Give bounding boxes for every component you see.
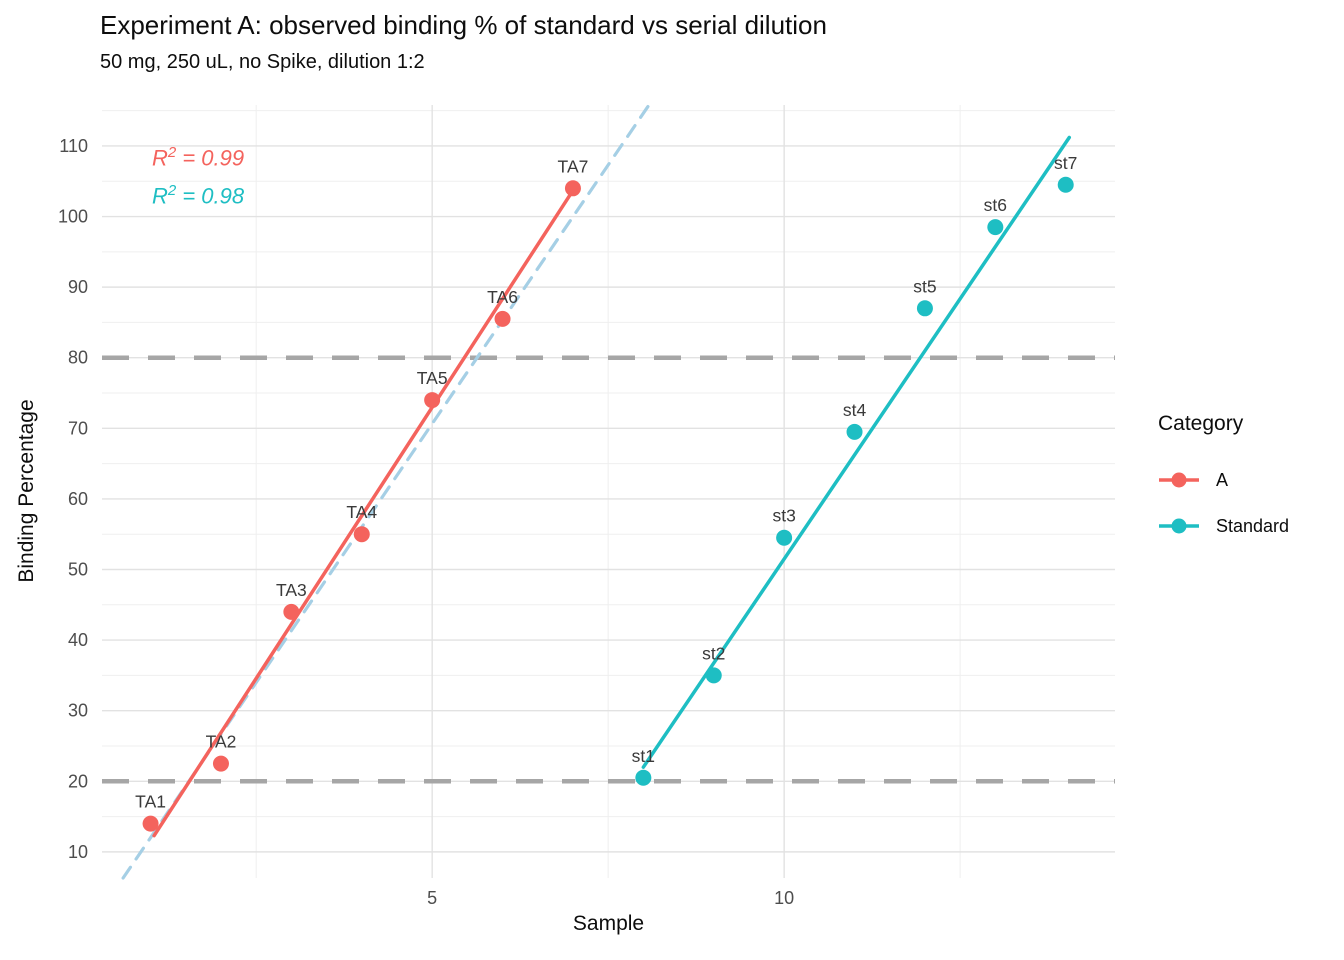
fit-line-a bbox=[152, 188, 575, 838]
point-label-st6: st6 bbox=[984, 195, 1007, 215]
point-label-TA6: TA6 bbox=[487, 287, 518, 307]
reference-dashed-line bbox=[121, 103, 651, 880]
y-tick-label: 40 bbox=[68, 630, 88, 650]
point-label-TA2: TA2 bbox=[206, 732, 237, 752]
point-label-TA1: TA1 bbox=[135, 792, 166, 812]
y-tick-label: 30 bbox=[68, 701, 88, 721]
x-axis-title: Sample bbox=[572, 912, 645, 935]
r2-annotation-standard: R2 = 0.98 bbox=[152, 182, 244, 209]
legend-label-standard: Standard bbox=[1216, 515, 1290, 536]
data-point-TA5 bbox=[424, 392, 441, 409]
point-label-st1: st1 bbox=[632, 746, 655, 766]
x-tick-label: 10 bbox=[774, 888, 794, 908]
data-point-TA6 bbox=[494, 310, 511, 327]
data-point-TA2 bbox=[212, 755, 229, 772]
data-point-st6 bbox=[987, 219, 1004, 236]
point-label-st4: st4 bbox=[843, 400, 867, 420]
legend-key-standard-icon bbox=[1159, 518, 1199, 534]
r2-value: = 0.98 bbox=[176, 183, 245, 209]
y-axis-title: Binding Percentage bbox=[15, 399, 38, 583]
r2-annotation-a: R2 = 0.99 bbox=[152, 144, 244, 171]
data-point-TA1 bbox=[142, 815, 159, 832]
r2-exponent: 2 bbox=[167, 182, 177, 199]
chart-title: Experiment A: observed binding % of stan… bbox=[100, 10, 827, 40]
point-label-st2: st2 bbox=[702, 643, 725, 663]
data-point-st7 bbox=[1057, 176, 1074, 193]
legend-label-a: A bbox=[1216, 469, 1229, 490]
y-tick-label: 110 bbox=[59, 136, 88, 156]
data-point-TA3 bbox=[283, 603, 300, 620]
point-label-TA3: TA3 bbox=[276, 580, 307, 600]
chart-subtitle: 50 mg, 250 uL, no Spike, dilution 1:2 bbox=[100, 51, 425, 73]
data-point-st4 bbox=[846, 423, 863, 440]
legend-item-a: A bbox=[1158, 466, 1289, 494]
r2-value: = 0.99 bbox=[176, 145, 245, 171]
y-tick-label: 60 bbox=[68, 489, 88, 509]
legend-item-standard: Standard bbox=[1158, 512, 1289, 540]
r2-symbol: R bbox=[152, 145, 168, 171]
point-label-st5: st5 bbox=[913, 276, 936, 296]
legend: Category A Standard bbox=[1158, 412, 1289, 558]
data-point-st3 bbox=[776, 529, 793, 546]
data-point-TA4 bbox=[353, 526, 370, 543]
y-tick-label: 10 bbox=[68, 842, 88, 862]
y-tick-label: 20 bbox=[68, 771, 88, 791]
y-tick-label: 100 bbox=[58, 207, 88, 227]
point-label-TA7: TA7 bbox=[558, 156, 589, 176]
data-point-st2 bbox=[705, 667, 722, 684]
y-tick-label: 70 bbox=[68, 418, 88, 438]
legend-key-a-icon bbox=[1159, 472, 1199, 488]
point-label-st7: st7 bbox=[1054, 153, 1077, 173]
point-label-TA5: TA5 bbox=[417, 368, 448, 388]
data-point-st1 bbox=[635, 769, 652, 786]
point-label-TA4: TA4 bbox=[346, 502, 377, 522]
r2-symbol: R bbox=[152, 183, 168, 209]
y-tick-label: 80 bbox=[68, 348, 88, 368]
fit-line-standard bbox=[641, 135, 1071, 769]
y-tick-label: 90 bbox=[68, 277, 88, 297]
y-tick-label: 50 bbox=[68, 560, 88, 580]
x-tick-label: 5 bbox=[427, 888, 437, 908]
legend-title: Category bbox=[1158, 412, 1244, 435]
point-label-st3: st3 bbox=[772, 506, 795, 526]
data-point-TA7 bbox=[564, 180, 581, 197]
r2-exponent: 2 bbox=[167, 144, 177, 161]
data-point-st5 bbox=[916, 300, 933, 317]
